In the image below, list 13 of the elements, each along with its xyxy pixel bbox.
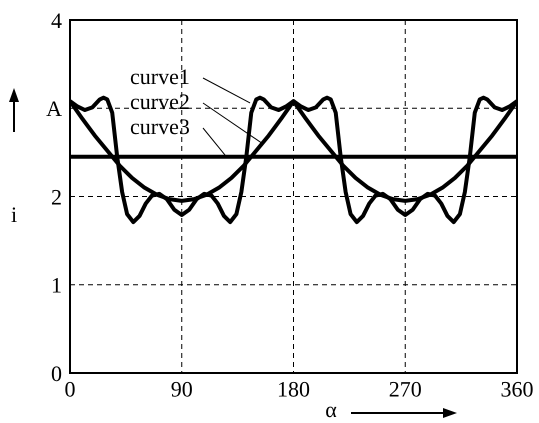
x-axis-title: α	[325, 397, 338, 422]
y-tick-label: A	[46, 96, 62, 122]
y-tick-label: 2	[51, 184, 62, 210]
x-tick-label: 360	[500, 376, 534, 402]
x-tick-label: 270	[388, 376, 422, 402]
annotation: curve1	[130, 64, 190, 89]
y-tick-label: 1	[51, 272, 62, 298]
y-tick-label: 0	[51, 360, 62, 386]
y-axis-title: i	[10, 202, 18, 227]
annotation: curve3	[130, 114, 190, 139]
y-tick-label: 4	[51, 8, 62, 33]
x-tick-label: 180	[277, 376, 310, 402]
x-tick-label: 90	[170, 376, 193, 402]
